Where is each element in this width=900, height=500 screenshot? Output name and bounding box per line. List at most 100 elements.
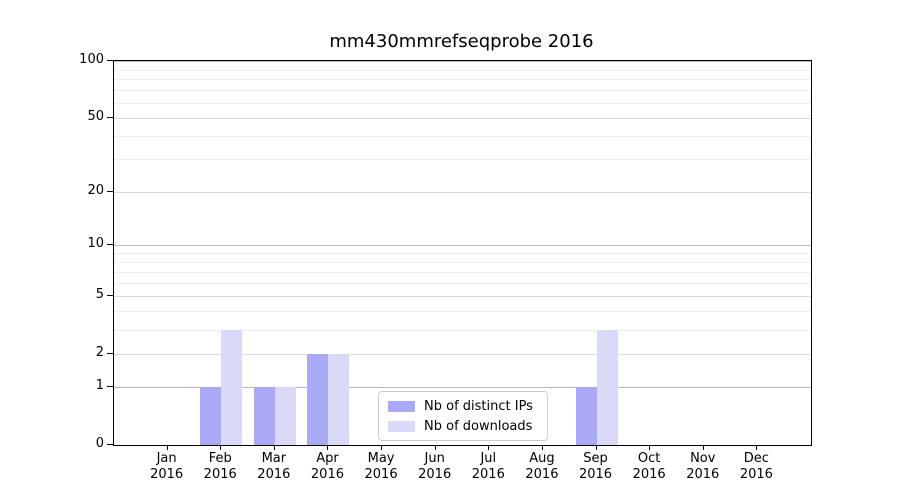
x-axis-tick-label: Oct 2016 xyxy=(617,451,681,483)
gridline-minor xyxy=(114,271,811,273)
y-tick-mark xyxy=(107,116,113,118)
x-tick-mark xyxy=(488,445,490,450)
x-tick-mark xyxy=(327,445,329,450)
x-tick-year: 2016 xyxy=(150,467,184,482)
x-tick-month: Oct xyxy=(637,451,661,466)
legend-label-downloads: Nb of downloads xyxy=(424,418,533,434)
x-tick-year: 2016 xyxy=(739,467,773,482)
y-tick-mark xyxy=(107,60,113,61)
x-axis-tick-label: Nov 2016 xyxy=(671,451,735,483)
bar-distinct-ips xyxy=(575,387,597,445)
gridline-minor xyxy=(114,253,811,255)
gridline-mid xyxy=(114,117,811,119)
x-tick-month: Apr xyxy=(316,451,339,466)
x-tick-mark xyxy=(702,445,704,450)
gridline-major xyxy=(114,245,811,247)
x-tick-month: Jul xyxy=(480,451,497,466)
bar-downloads xyxy=(221,329,243,445)
x-axis-tick-label: Sep 2016 xyxy=(564,451,628,483)
y-axis-tick-label: 2 xyxy=(95,344,104,360)
y-axis-tick-label: 1 xyxy=(95,378,104,394)
bar-distinct-ips xyxy=(307,353,329,445)
x-tick-mark xyxy=(756,445,758,450)
x-tick-month: Nov xyxy=(690,451,716,466)
x-axis-tick-label: May 2016 xyxy=(349,451,413,483)
x-axis-tick-label: Aug 2016 xyxy=(510,451,574,483)
x-tick-mark xyxy=(273,445,275,450)
y-tick-mark xyxy=(107,244,113,246)
gridline-minor xyxy=(114,136,811,137)
y-tick-mark xyxy=(107,294,113,296)
x-tick-mark xyxy=(541,445,543,450)
gridline-mid xyxy=(114,295,811,297)
gridline-minor xyxy=(114,262,811,264)
x-tick-year: 2016 xyxy=(525,467,559,482)
x-tick-month: Aug xyxy=(529,451,555,466)
y-tick-mark xyxy=(107,386,113,388)
x-tick-mark xyxy=(595,445,597,450)
y-tick-mark xyxy=(107,444,113,445)
bar-downloads xyxy=(274,387,296,445)
y-axis-tick-label: 5 xyxy=(95,286,104,302)
x-tick-month: Jan xyxy=(156,451,177,466)
x-tick-month: May xyxy=(367,451,395,466)
x-tick-month: Jun xyxy=(424,451,445,466)
plot-area xyxy=(113,60,812,446)
gridline-minor xyxy=(114,69,811,71)
y-tick-mark xyxy=(107,352,113,354)
x-tick-year: 2016 xyxy=(257,467,291,482)
x-tick-year: 2016 xyxy=(418,467,452,482)
gridline-minor xyxy=(114,90,811,92)
x-axis-tick-label: Dec 2016 xyxy=(724,451,788,483)
x-tick-month: Dec xyxy=(743,451,769,466)
gridline-major xyxy=(114,61,811,62)
legend-swatch-downloads xyxy=(388,420,415,432)
x-axis-tick-label: Apr 2016 xyxy=(295,451,359,483)
legend: Nb of distinct IPs Nb of downloads xyxy=(378,391,548,441)
bar-downloads xyxy=(596,329,618,445)
y-axis-tick-label: 0 xyxy=(95,436,104,451)
y-axis-tick-label: 20 xyxy=(87,182,104,198)
x-tick-year: 2016 xyxy=(203,467,237,482)
legend-entry-distinct-ips: Nb of distinct IPs xyxy=(388,398,539,414)
y-tick-mark xyxy=(107,190,113,192)
x-tick-year: 2016 xyxy=(471,467,505,482)
x-tick-mark xyxy=(434,445,436,450)
gridline-minor xyxy=(114,159,811,161)
gridline-mid xyxy=(114,353,811,355)
gridline-minor xyxy=(114,79,811,81)
x-axis-tick-label: Jul 2016 xyxy=(456,451,520,483)
gridline-minor xyxy=(114,329,811,331)
y-axis-tick-label: 10 xyxy=(87,236,104,252)
legend-swatch-distinct-ips xyxy=(388,400,415,412)
x-tick-month: Sep xyxy=(583,451,608,466)
x-tick-year: 2016 xyxy=(310,467,344,482)
x-tick-mark xyxy=(381,445,383,450)
x-axis-tick-label: Mar 2016 xyxy=(242,451,306,483)
x-tick-mark xyxy=(166,445,168,450)
x-tick-mark xyxy=(649,445,651,450)
gridline-minor xyxy=(114,102,811,104)
x-tick-year: 2016 xyxy=(364,467,398,482)
x-tick-month: Mar xyxy=(261,451,287,466)
chart-title: mm430mmrefseqprobe 2016 xyxy=(329,31,594,52)
x-tick-year: 2016 xyxy=(632,467,666,482)
x-tick-year: 2016 xyxy=(686,467,720,482)
gridline-minor xyxy=(114,283,811,285)
x-tick-year: 2016 xyxy=(578,467,613,482)
bar-downloads xyxy=(328,353,350,445)
bar-distinct-ips xyxy=(200,387,222,445)
gridline-minor xyxy=(114,311,811,313)
bar-distinct-ips xyxy=(253,387,275,445)
legend-entry-downloads: Nb of downloads xyxy=(388,418,539,434)
y-axis-tick-label: 50 xyxy=(87,108,104,124)
gridline-mid xyxy=(114,191,811,193)
x-tick-month: Feb xyxy=(208,451,232,466)
x-axis-tick-label: Jan 2016 xyxy=(135,451,199,483)
x-tick-mark xyxy=(220,445,222,450)
y-axis-tick-label: 100 xyxy=(79,52,104,67)
x-axis-tick-label: Jun 2016 xyxy=(403,451,467,483)
gridline-major xyxy=(114,387,811,389)
legend-label-distinct-ips: Nb of distinct IPs xyxy=(424,398,533,414)
